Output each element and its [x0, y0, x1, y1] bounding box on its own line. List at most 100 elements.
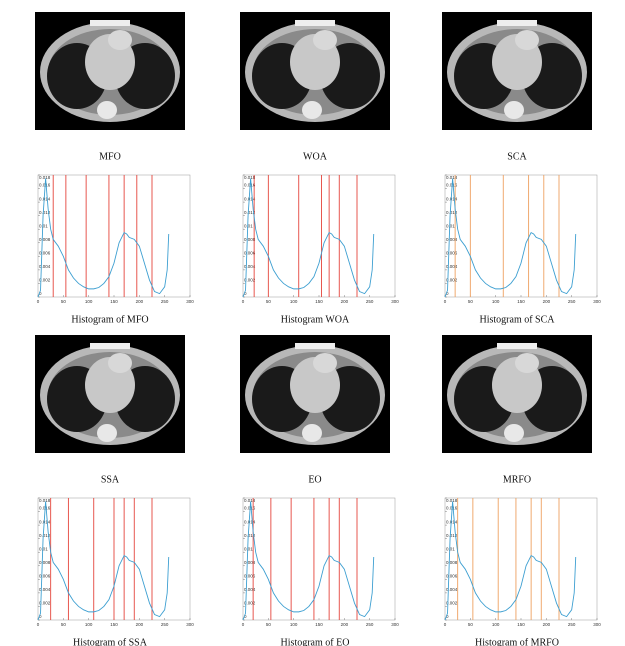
- y-tick-label: 0.006: [446, 574, 458, 579]
- x-tick-label: 100: [492, 299, 500, 304]
- plot-frame: [37, 174, 191, 298]
- x-tick-label: 50: [468, 299, 474, 304]
- x-tick-label: 50: [61, 622, 67, 627]
- x-tick-label: 100: [85, 299, 93, 304]
- y-tick-label: 0.01: [244, 223, 253, 228]
- x-tick-label: 300: [186, 299, 194, 304]
- x-tick-label: 250: [568, 299, 576, 304]
- chart-title: Histogram WOA: [281, 314, 350, 325]
- ct-image: [442, 335, 592, 453]
- y-tick-label: 0.012: [39, 210, 51, 215]
- y-tick-label: 0.008: [244, 560, 256, 565]
- histogram-line: [444, 501, 577, 621]
- y-tick-label: 0.018: [39, 498, 51, 503]
- plot-frame: [444, 174, 598, 298]
- y-tick-label: 0.01: [446, 546, 455, 551]
- x-tick-label: 300: [391, 622, 399, 627]
- y-tick-label: 0.008: [446, 237, 458, 242]
- y-tick-label: 0.01: [39, 223, 48, 228]
- chart-title: Histogram of SCA: [480, 314, 556, 325]
- image-caption: MFO: [99, 151, 121, 162]
- x-tick-label: 150: [315, 299, 323, 304]
- y-tick-label: 0.002: [446, 601, 458, 606]
- y-tick-label: 0.008: [39, 560, 51, 565]
- x-tick-label: 100: [290, 622, 298, 627]
- y-tick-label: 0.002: [39, 601, 51, 606]
- x-tick-label: 200: [136, 622, 144, 627]
- x-tick-label: 250: [366, 299, 374, 304]
- y-tick-label: 0.004: [446, 264, 458, 269]
- y-tick-label: 0.01: [39, 546, 48, 551]
- x-tick-label: 0: [37, 622, 40, 627]
- y-tick-label: 0: [446, 614, 449, 619]
- image-caption: EO: [308, 474, 321, 485]
- x-tick-label: 150: [110, 299, 118, 304]
- x-tick-label: 100: [492, 622, 500, 627]
- ct-image: [240, 335, 390, 453]
- y-tick-label: 0.004: [39, 264, 51, 269]
- y-tick-label: 0.006: [39, 251, 51, 256]
- chart-title: Histogram of SSA: [73, 637, 148, 646]
- x-tick-label: 150: [315, 622, 323, 627]
- x-tick-label: 0: [37, 299, 40, 304]
- x-tick-label: 150: [517, 622, 525, 627]
- x-tick-label: 0: [242, 622, 245, 627]
- x-tick-label: 200: [341, 622, 349, 627]
- y-tick-label: 0.006: [244, 251, 256, 256]
- y-tick-label: 0: [446, 291, 449, 296]
- image-caption: SCA: [507, 151, 527, 162]
- x-tick-label: 150: [110, 622, 118, 627]
- y-tick-label: 0.014: [39, 519, 51, 524]
- image-caption: MRFO: [503, 474, 531, 485]
- y-tick-label: 0.006: [244, 574, 256, 579]
- y-tick-label: 0.018: [446, 175, 458, 180]
- y-tick-label: 0.014: [39, 196, 51, 201]
- chart-title: Histogram of EO: [281, 637, 350, 646]
- y-tick-label: 0.012: [446, 210, 458, 215]
- y-tick-label: 0: [39, 614, 42, 619]
- y-tick-label: 0.018: [39, 175, 51, 180]
- y-tick-label: 0.006: [446, 251, 458, 256]
- y-tick-label: 0.012: [244, 533, 256, 538]
- y-tick-label: 0.018: [446, 498, 458, 503]
- chart-title: Histogram of MRFO: [475, 637, 559, 646]
- histogram-line: [37, 178, 170, 298]
- x-tick-label: 0: [444, 622, 447, 627]
- x-tick-label: 250: [161, 299, 169, 304]
- y-tick-label: 0: [244, 291, 247, 296]
- y-tick-label: 0.01: [244, 546, 253, 551]
- y-tick-label: 0.014: [244, 519, 256, 524]
- histogram-line: [242, 178, 375, 298]
- x-tick-label: 50: [468, 622, 474, 627]
- y-tick-label: 0.004: [446, 587, 458, 592]
- image-caption: WOA: [303, 151, 328, 162]
- y-tick-label: 0: [39, 291, 42, 296]
- histogram-line: [37, 501, 170, 621]
- x-tick-label: 0: [444, 299, 447, 304]
- x-tick-label: 200: [543, 622, 551, 627]
- histogram-line: [444, 178, 577, 298]
- x-tick-label: 250: [568, 622, 576, 627]
- plot-frame: [242, 497, 396, 621]
- histogram-line: [242, 501, 375, 621]
- y-tick-label: 0.014: [446, 196, 458, 201]
- ct-image: [442, 12, 592, 130]
- x-tick-label: 150: [517, 299, 525, 304]
- y-tick-label: 0.002: [446, 278, 458, 283]
- x-tick-label: 200: [543, 299, 551, 304]
- x-tick-label: 0: [242, 299, 245, 304]
- y-tick-label: 0.014: [446, 519, 458, 524]
- y-tick-label: 0.004: [39, 587, 51, 592]
- y-tick-label: 0: [244, 614, 247, 619]
- chart-title: Histogram of MFO: [71, 314, 148, 325]
- y-tick-label: 0.006: [39, 574, 51, 579]
- image-caption: SSA: [101, 474, 120, 485]
- y-tick-label: 0.018: [244, 498, 256, 503]
- y-tick-label: 0.01: [446, 223, 455, 228]
- y-tick-label: 0.008: [39, 237, 51, 242]
- ct-image: [35, 335, 185, 453]
- y-tick-label: 0.002: [244, 278, 256, 283]
- y-tick-label: 0.008: [446, 560, 458, 565]
- y-tick-label: 0.002: [39, 278, 51, 283]
